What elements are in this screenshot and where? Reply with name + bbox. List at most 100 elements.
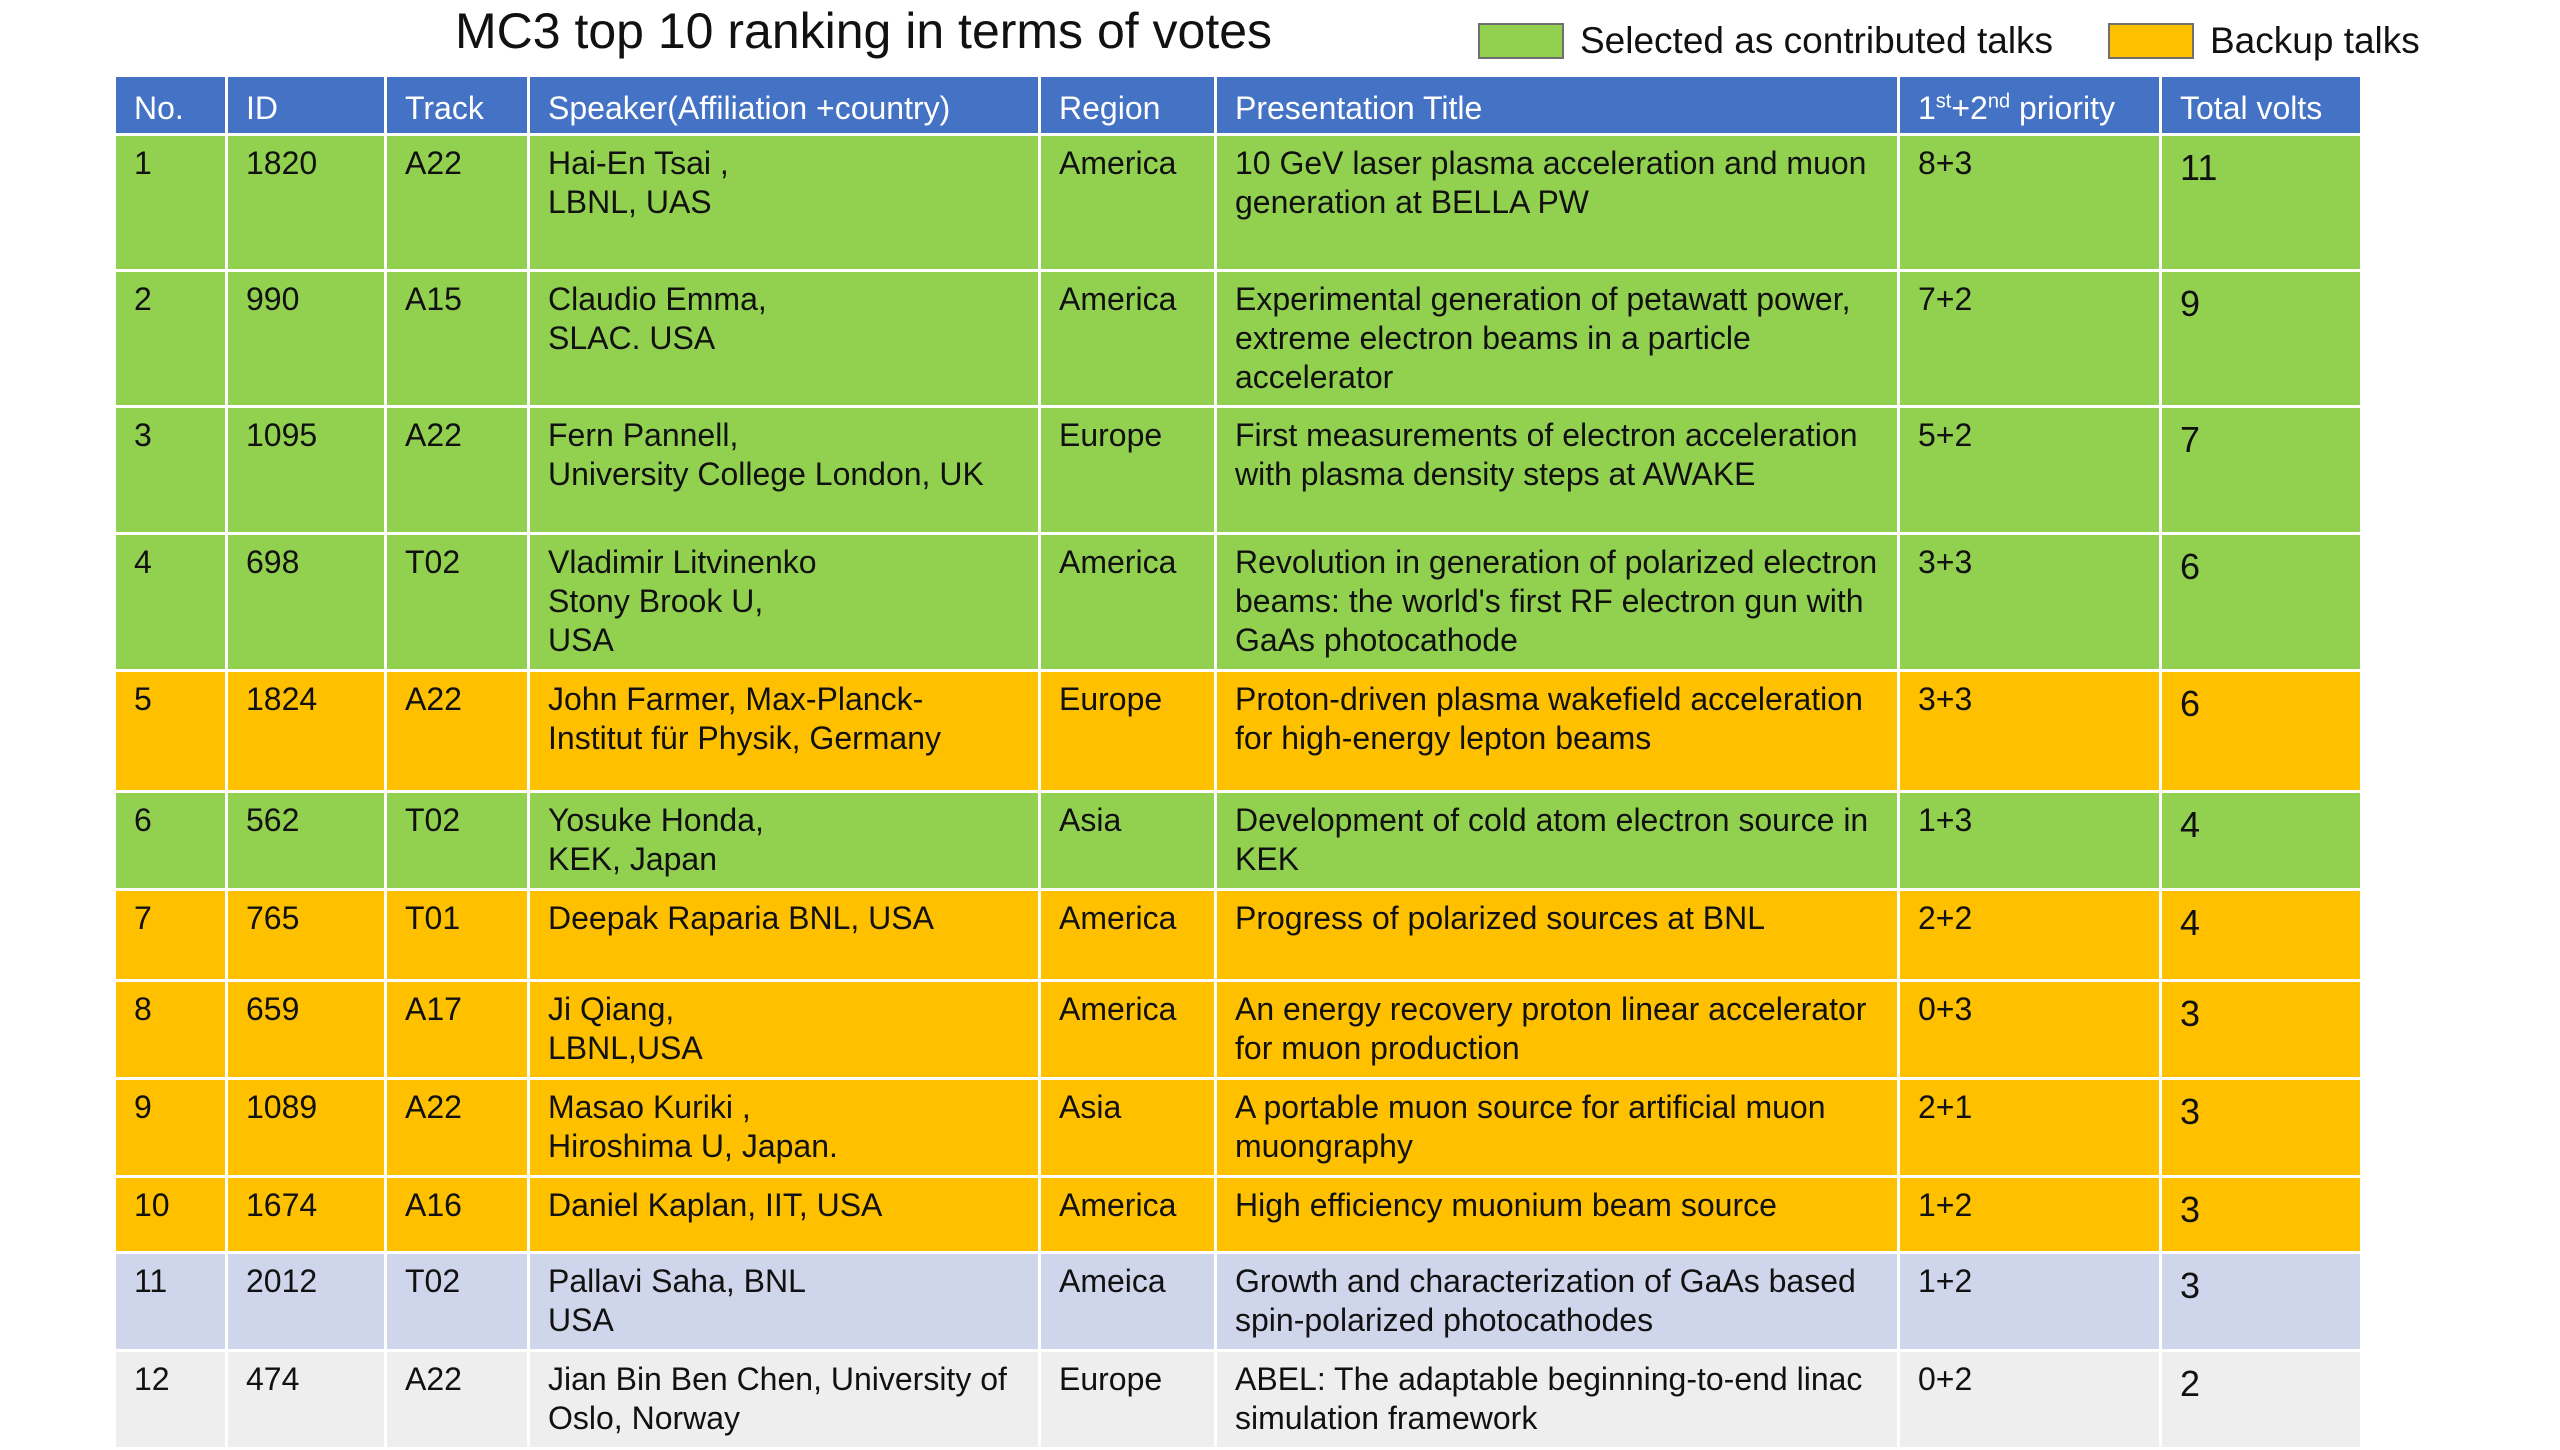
cell-no: 4 [113,532,228,672]
cell-total: 3 [2159,1077,2363,1178]
cell-speaker: Claudio Emma, SLAC. USA [527,269,1041,408]
page-title: MC3 top 10 ranking in terms of votes [455,3,1273,59]
header-track: Track [384,74,530,136]
table-row: 9 1089 A22 Masao Kuriki , Hiroshima U, Japa… [113,1077,2363,1178]
ranking-table: No. ID Track Speaker(Affiliation +countr… [113,74,2363,1450]
cell-id: 1089 [225,1077,387,1178]
header-id: ID [225,74,387,136]
cell-total: 4 [2159,790,2363,891]
cell-speaker: Vladimir Litvinenko Stony Brook U, USA [527,532,1041,672]
cell-region: Asia [1038,1077,1217,1178]
cell-priority: 3+3 [1897,669,2162,793]
cell-priority: 8+3 [1897,133,2162,272]
cell-no: 2 [113,269,228,408]
cell-no: 5 [113,669,228,793]
cell-region: America [1038,532,1217,672]
cell-priority: 0+2 [1897,1349,2162,1450]
cell-priority: 1+3 [1897,790,2162,891]
cell-region: America [1038,269,1217,408]
cell-priority: 1+2 [1897,1251,2162,1352]
cell-track: A22 [384,133,530,272]
header-row: No. ID Track Speaker(Affiliation +countr… [113,74,2363,136]
cell-no: 6 [113,790,228,891]
table-row: 5 1824 A22 John Farmer, Max-Planck- Institu… [113,669,2363,793]
header-priority: 1st+2nd priority [1897,74,2162,136]
cell-id: 990 [225,269,387,408]
cell-speaker: John Farmer, Max-Planck- Institut für Ph… [527,669,1041,793]
cell-total: 6 [2159,532,2363,672]
legend-backup: Backup talks [2108,18,2420,64]
table-row: 1 1820 A22 Hai-En Tsai , LBNL, UAS America 10… [113,133,2363,272]
legend-backup-swatch [2108,23,2194,59]
cell-id: 1820 [225,133,387,272]
cell-id: 659 [225,979,387,1080]
cell-total: 3 [2159,1251,2363,1352]
cell-track: A17 [384,979,530,1080]
cell-priority: 1+2 [1897,1175,2162,1254]
cell-priority: 5+2 [1897,405,2162,535]
cell-no: 10 [113,1175,228,1254]
cell-title: An energy recovery proton linear acceler… [1214,979,1900,1080]
cell-id: 1824 [225,669,387,793]
cell-speaker: Masao Kuriki , Hiroshima U, Japan. [527,1077,1041,1178]
cell-no: 8 [113,979,228,1080]
cell-priority: 2+1 [1897,1077,2162,1178]
cell-speaker: Jian Bin Ben Chen, University of Oslo, N… [527,1349,1041,1450]
cell-speaker: Daniel Kaplan, IIT, USA [527,1175,1041,1254]
cell-id: 562 [225,790,387,891]
cell-region: America [1038,1175,1217,1254]
legend-backup-label: Backup talks [2210,20,2420,61]
cell-id: 1674 [225,1175,387,1254]
cell-track: A22 [384,405,530,535]
cell-id: 474 [225,1349,387,1450]
cell-id: 765 [225,888,387,982]
table-row: 11 2012 T02 Pallavi Saha, BNL USA Ameica Grow… [113,1251,2363,1352]
cell-region: America [1038,979,1217,1080]
cell-priority: 0+3 [1897,979,2162,1080]
cell-track: A15 [384,269,530,408]
cell-no: 1 [113,133,228,272]
cell-no: 7 [113,888,228,982]
cell-track: T01 [384,888,530,982]
cell-track: T02 [384,1251,530,1352]
cell-track: T02 [384,532,530,672]
cell-track: T02 [384,790,530,891]
cell-title: 10 GeV laser plasma acceleration and muo… [1214,133,1900,272]
cell-region: Ameica [1038,1251,1217,1352]
cell-title: High efficiency muonium beam source [1214,1175,1900,1254]
table-row: 2 990 A15 Claudio Emma, SLAC. USA America Exp… [113,269,2363,408]
cell-track: A22 [384,1349,530,1450]
cell-region: Europe [1038,1349,1217,1450]
table-row: 8 659 A17 Ji Qiang, LBNL,USA America An energ… [113,979,2363,1080]
cell-track: A22 [384,1077,530,1178]
cell-total: 4 [2159,888,2363,982]
table-row: 6 562 T02 Yosuke Honda, KEK, Japan Asia Devel… [113,790,2363,891]
cell-title: Proton-driven plasma wakefield accelerat… [1214,669,1900,793]
cell-speaker: Yosuke Honda, KEK, Japan [527,790,1041,891]
cell-priority: 2+2 [1897,888,2162,982]
cell-id: 2012 [225,1251,387,1352]
header-total: Total volts [2159,74,2363,136]
legend-selected-swatch [1478,23,1564,59]
cell-total: 6 [2159,669,2363,793]
cell-track: A16 [384,1175,530,1254]
table-row: 3 1095 A22 Fern Pannell, University College… [113,405,2363,535]
cell-speaker: Pallavi Saha, BNL USA [527,1251,1041,1352]
cell-speaker: Hai-En Tsai , LBNL, UAS [527,133,1041,272]
cell-total: 3 [2159,1175,2363,1254]
cell-id: 1095 [225,405,387,535]
cell-track: A22 [384,669,530,793]
table-row: 7 765 T01 Deepak Raparia BNL, USA America Pro… [113,888,2363,982]
cell-title: Development of cold atom electron source… [1214,790,1900,891]
cell-no: 12 [113,1349,228,1450]
table-row: 12 474 A22 Jian Bin Ben Chen, University of… [113,1349,2363,1450]
cell-total: 3 [2159,979,2363,1080]
cell-no: 3 [113,405,228,535]
cell-region: America [1038,888,1217,982]
cell-region: Europe [1038,669,1217,793]
cell-title: ABEL: The adaptable beginning-to-end lin… [1214,1349,1900,1450]
cell-priority: 3+3 [1897,532,2162,672]
table-row: 4 698 T02 Vladimir Litvinenko Stony Brook … [113,532,2363,672]
cell-title: A portable muon source for artificial mu… [1214,1077,1900,1178]
cell-region: Europe [1038,405,1217,535]
